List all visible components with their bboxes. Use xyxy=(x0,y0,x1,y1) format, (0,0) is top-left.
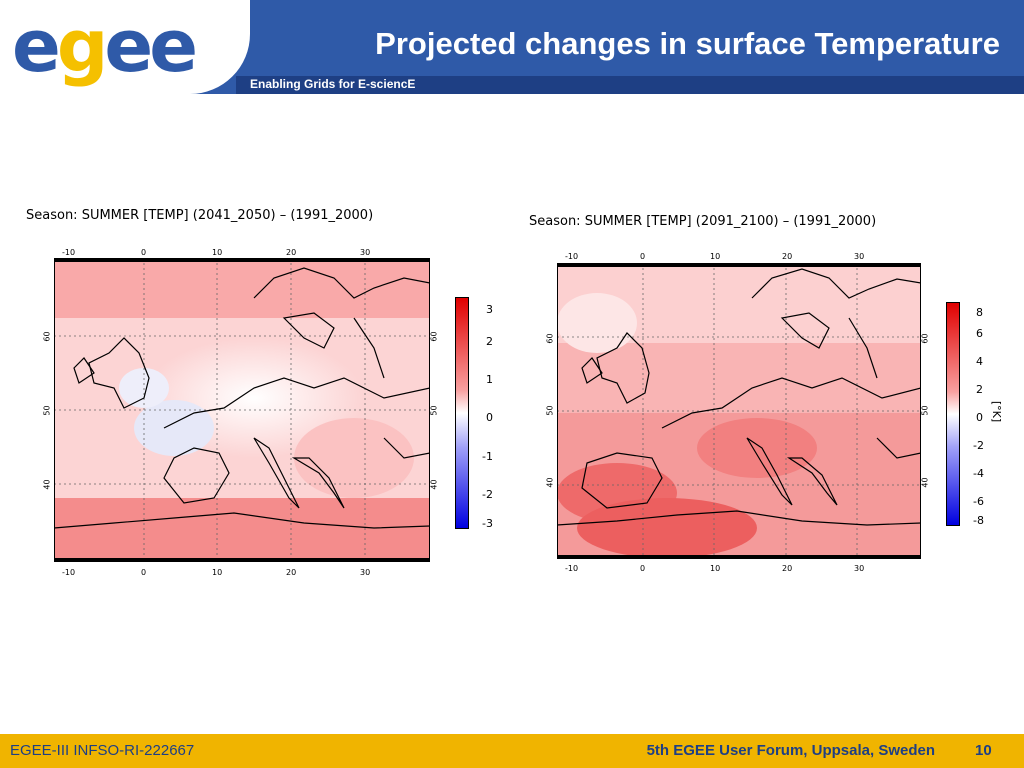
map-1-colorbar-label: 0 xyxy=(486,411,493,424)
slide-title: Projected changes in surface Temperature xyxy=(375,26,1000,61)
map-2-unit-label: [°K] xyxy=(990,400,1004,423)
map-2-colorbar-label: -8 xyxy=(973,514,984,527)
map-2-lat-tick: 60 xyxy=(545,333,555,344)
footer-page-number: 10 xyxy=(975,742,992,759)
map-1-lon-tick: 20 xyxy=(286,248,297,257)
map-2-lon-tick: 10 xyxy=(710,252,721,261)
map-1-colorbar-label: 1 xyxy=(486,373,493,386)
map-1-lat-tick: 40 xyxy=(429,479,439,490)
map-1-colorbar-label: -3 xyxy=(482,517,493,530)
map-1-lon-tick: 0 xyxy=(141,248,147,257)
map-2-colorbar-label: 2 xyxy=(976,383,983,396)
map-2-lon-tick: 20 xyxy=(782,564,793,573)
footer-bar xyxy=(0,734,1024,768)
map-2-lon-tick: 0 xyxy=(640,252,646,261)
map-2-colorbar-label: -6 xyxy=(973,495,984,508)
logo-container: egee xyxy=(0,0,250,94)
map-2-colorbar-label: -2 xyxy=(973,439,984,452)
map-1-lat-tick: 50 xyxy=(429,405,439,416)
map-2-lat-tick: 40 xyxy=(545,477,555,488)
map-1-lon-tick: 0 xyxy=(141,568,147,577)
map-1-lat-tick: 60 xyxy=(42,331,52,342)
map-2-lon-tick: 30 xyxy=(854,252,865,261)
map-2-lon-tick: 0 xyxy=(640,564,646,573)
map-1-lat-tick: 50 xyxy=(42,405,52,416)
map-1-lat-tick: 60 xyxy=(429,331,439,342)
map-1-lon-tick: -10 xyxy=(62,248,76,257)
map-1-lon-tick: 20 xyxy=(286,568,297,577)
map-1-lon-tick: 30 xyxy=(360,568,371,577)
map-1-lon-tick: 10 xyxy=(212,248,223,257)
map-1-colorbar-label: -2 xyxy=(482,488,493,501)
map-2-colorbar-label: 4 xyxy=(976,355,983,368)
map-2-lat-tick: 60 xyxy=(920,333,930,344)
map-2-lon-tick: 30 xyxy=(854,564,865,573)
map-1-colorbar-label: 3 xyxy=(486,303,493,316)
map-2-title: Season: SUMMER [TEMP] (2091_2100) – (199… xyxy=(529,214,877,229)
map-2-colorbar-label: 8 xyxy=(976,306,983,319)
map-1-colorbar-label: 2 xyxy=(486,335,493,348)
map-2-colorbar-label: 6 xyxy=(976,327,983,340)
map-2-lat-tick: 50 xyxy=(920,405,930,416)
map-1-title: Season: SUMMER [TEMP] (2041_2050) – (199… xyxy=(26,208,374,223)
map-2-lon-tick: -10 xyxy=(565,252,579,261)
map-2-lon-tick: 10 xyxy=(710,564,721,573)
map-2-lat-tick: 40 xyxy=(920,477,930,488)
map-2-lon-tick: 20 xyxy=(782,252,793,261)
map-1-lon-tick: 10 xyxy=(212,568,223,577)
map-1-lon-tick: -10 xyxy=(62,568,76,577)
map-1-lon-tick: 30 xyxy=(360,248,371,257)
map-1-colorbar-label: -1 xyxy=(482,450,493,463)
slide-subtitle: Enabling Grids for E-sciencE xyxy=(250,77,416,91)
map-1-lat-tick: 40 xyxy=(42,479,52,490)
map-2-lat-tick: 50 xyxy=(545,405,555,416)
subtitle-bar xyxy=(236,76,1024,94)
map-2-figure xyxy=(557,263,921,559)
egee-logo: egee xyxy=(12,4,198,88)
map-1-colorbar xyxy=(455,297,469,529)
map-1-figure xyxy=(54,258,430,562)
map-2-colorbar-label: -4 xyxy=(973,467,984,480)
map-2-colorbar-label: 0 xyxy=(976,411,983,424)
footer-project-id: EGEE-III INFSO-RI-222667 xyxy=(10,742,195,759)
map-2-lon-tick: -10 xyxy=(565,564,579,573)
footer-event: 5th EGEE User Forum, Uppsala, Sweden xyxy=(646,742,935,759)
map-2-colorbar xyxy=(946,302,960,526)
